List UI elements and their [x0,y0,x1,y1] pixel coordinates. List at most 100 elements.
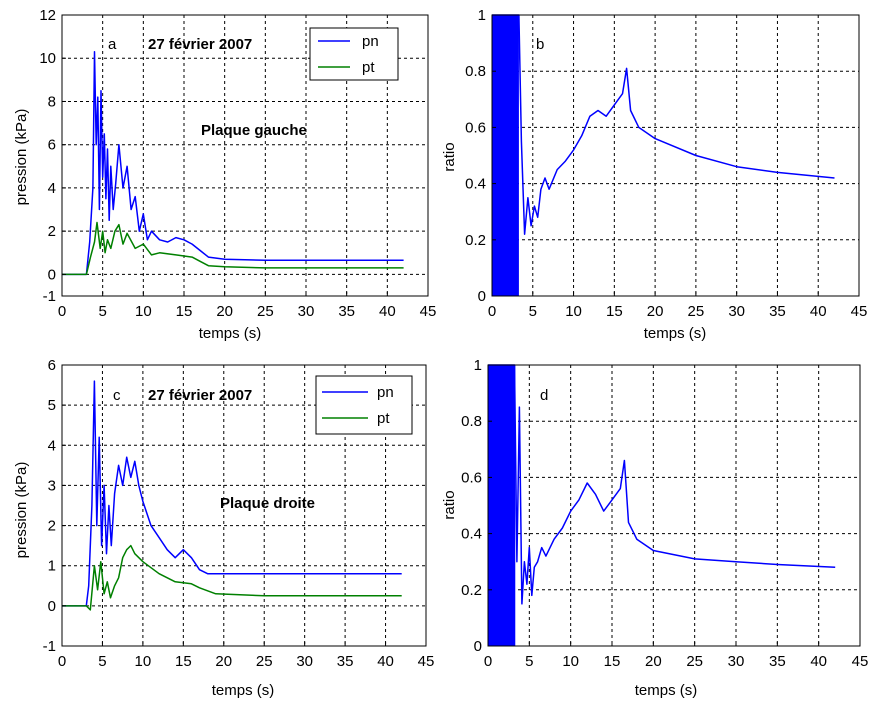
ytick-label-a: 12 [39,7,56,24]
xtick-label-b: 40 [810,303,827,320]
axes-frame-c [61,364,427,647]
xtick-label-a: 15 [176,303,193,320]
ytick-label-c: 6 [48,357,56,374]
ytick-label-b: 0.8 [465,63,486,80]
xtick-label-c: 40 [377,653,394,670]
xtick-label-b: 35 [769,303,786,320]
panel-d: 0 5 10 15 20 25 30 35 40 45 0 0.2 0.4 0.6 0.8 1 d temps… [441,357,868,699]
series-line-pt-c [62,544,402,611]
xtick-label-a: 35 [338,303,355,320]
ytick-label-a: 6 [48,137,56,154]
panel-b: 0 5 10 15 20 25 30 35 40 45 0 0.2 0.4 0.6 0.8 1 b temps… [441,7,867,342]
legend-a: pn pt [309,27,399,81]
ylabel-c: pression (kPa) [13,462,30,559]
xtick-label-d: 20 [645,653,662,670]
oscillation-band-b [492,15,519,296]
xtick-label-a: 20 [216,303,233,320]
ytick-label-d: 0.4 [461,526,482,543]
axes-frame-a [61,14,429,297]
legend-label-pn-c: pn [377,384,394,401]
xtick-label-b: 5 [529,303,537,320]
xtick-label-c: 30 [296,653,313,670]
ytick-label-a: -1 [43,288,56,305]
xtick-label-d: 35 [769,653,786,670]
panel-letter-d: d [540,387,548,404]
ytick-label-c: -1 [43,638,56,655]
ytick-label-b: 0.2 [465,232,486,249]
xlabel-c: temps (s) [212,682,275,699]
ytick-label-b: 0.6 [465,119,486,136]
series-line-ratio-b [492,14,835,235]
ytick-label-c: 1 [48,558,56,575]
xtick-label-c: 25 [256,653,273,670]
plot-area-b: 0 5 10 15 20 25 30 35 40 45 0 0.2 0.4 0.6 0.8 1 [465,7,867,320]
xtick-label-c: 35 [337,653,354,670]
axes-frame-d [487,364,861,647]
ytick-label-d: 0 [474,638,482,655]
ytick-label-c: 5 [48,397,56,414]
xlabel-a: temps (s) [199,325,262,342]
xtick-label-c: 15 [175,653,192,670]
xtick-label-a: 25 [257,303,274,320]
ytick-label-b: 0.4 [465,176,486,193]
ytick-label-a: 4 [48,180,56,197]
ylabel-b: ratio [441,142,458,171]
xtick-label-b: 45 [851,303,868,320]
xtick-label-a: 30 [298,303,315,320]
xtick-label-a: 10 [135,303,152,320]
ytick-label-c: 4 [48,437,56,454]
ytick-label-d: 1 [474,357,482,374]
ytick-label-c: 2 [48,518,56,535]
xtick-label-b: 0 [488,303,496,320]
ytick-label-a: 10 [39,50,56,67]
ytick-label-d: 0.2 [461,582,482,599]
xtick-label-b: 10 [565,303,582,320]
ylabel-d: ratio [441,490,458,519]
xtick-label-b: 20 [647,303,664,320]
ytick-label-b: 0 [478,288,486,305]
ytick-label-a: 2 [48,223,56,240]
xtick-label-c: 20 [215,653,232,670]
xtick-label-a: 5 [98,303,106,320]
xtick-label-d: 0 [484,653,492,670]
series-line-pn-c [62,380,402,607]
ytick-label-b: 1 [478,7,486,24]
legend-box-c [315,375,413,435]
xtick-label-a: 40 [379,303,396,320]
axes-frame-b [491,14,860,297]
plot-area-d: 0 5 10 15 20 25 30 35 40 45 0 0.2 0.4 0.6 0.8 1 [461,357,868,670]
oscillation-band-d [488,365,516,646]
xtick-label-b: 25 [688,303,705,320]
xtick-label-d: 40 [810,653,827,670]
xtick-label-b: 30 [728,303,745,320]
ytick-label-c: 3 [48,477,56,494]
legend-c: pn pt [315,375,413,435]
xtick-label-c: 0 [58,653,66,670]
ytick-label-a: 8 [48,93,56,110]
xtick-label-c: 10 [135,653,152,670]
legend-label-pt-a: pt [362,59,375,76]
panel-letter-a: a [108,36,117,53]
series-line-pt-a [62,221,404,276]
legend-label-pn-a: pn [362,33,379,50]
annotation-date-c: 27 février 2007 [148,387,252,404]
xtick-label-d: 45 [852,653,869,670]
annotation-plate-c: Plaque droite [220,495,315,512]
panel-letter-c: c [113,387,121,404]
xtick-label-d: 25 [686,653,703,670]
series-line-pn-a [62,50,404,276]
xtick-label-d: 30 [728,653,745,670]
xtick-label-d: 5 [525,653,533,670]
xtick-label-d: 15 [604,653,621,670]
ytick-label-d: 0.6 [461,469,482,486]
legend-label-pt-c: pt [377,410,390,427]
ytick-label-c: 0 [48,598,56,615]
xtick-label-d: 10 [562,653,579,670]
xlabel-b: temps (s) [644,325,707,342]
xlabel-d: temps (s) [635,682,698,699]
